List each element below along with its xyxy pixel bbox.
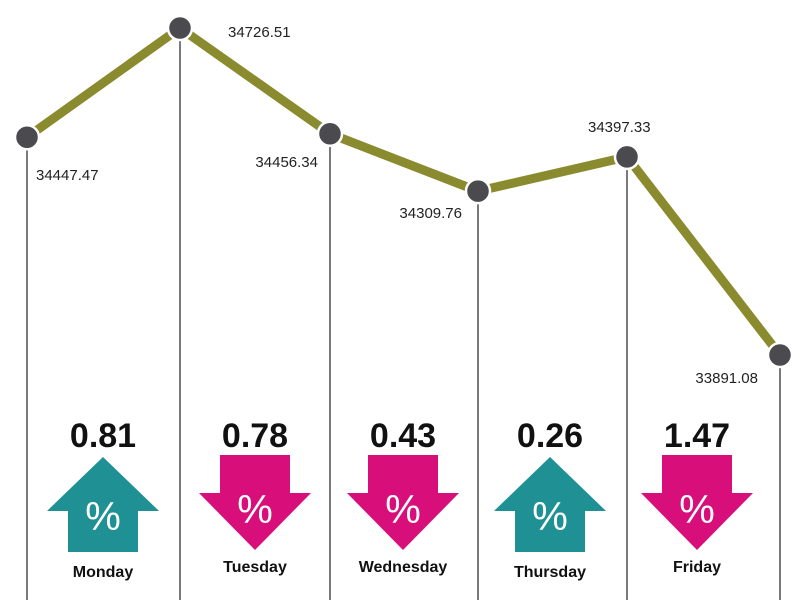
change-group-wednesday: 0.43% Wednesday [347,417,459,576]
change-group-monday: 0.81% Monday [47,417,159,581]
change-group-thursday: 0.26% Thursday [494,417,606,581]
value-label-2: 34456.34 [255,154,318,171]
data-point-1 [166,14,194,42]
change-group-friday: 1.47% Friday [641,417,753,576]
percent-symbol-monday: % [85,495,121,539]
arrow-down-icon-tuesday [199,455,311,550]
arrow-up-icon-monday [47,457,159,552]
day-label-tuesday: Tuesday [223,559,287,576]
day-label-thursday: Thursday [514,564,586,581]
percent-change-thursday: 0.26 [517,417,583,455]
data-point-2 [316,120,344,147]
percent-symbol-tuesday: % [237,488,273,532]
series-line [22,23,785,360]
data-point-3 [464,177,492,205]
day-label-wednesday: Wednesday [359,559,448,576]
percent-symbol-wednesday: % [385,488,421,532]
percent-change-wednesday: 0.43 [370,417,436,455]
percent-change-tuesday: 0.78 [222,417,288,455]
percent-symbol-thursday: % [532,495,568,539]
data-point-5 [766,341,794,369]
value-label-5: 33891.08 [695,370,758,387]
arrow-down-icon-friday [641,455,753,550]
data-point-4 [613,143,641,171]
value-label-4: 34397.33 [588,119,651,136]
value-label-0: 34447.47 [36,167,99,184]
day-label-monday: Monday [73,564,134,581]
arrow-down-icon-wednesday [347,455,459,550]
change-group-tuesday: 0.78% Tuesday [199,417,311,576]
percent-symbol-friday: % [679,488,715,532]
data-point-0 [13,123,41,151]
day-label-friday: Friday [673,559,721,576]
percent-change-monday: 0.81 [70,417,136,455]
value-label-1: 34726.51 [228,24,291,41]
percent-change-friday: 1.47 [664,417,730,455]
arrow-up-icon-thursday [494,457,606,552]
value-label-3: 34309.76 [399,205,462,222]
